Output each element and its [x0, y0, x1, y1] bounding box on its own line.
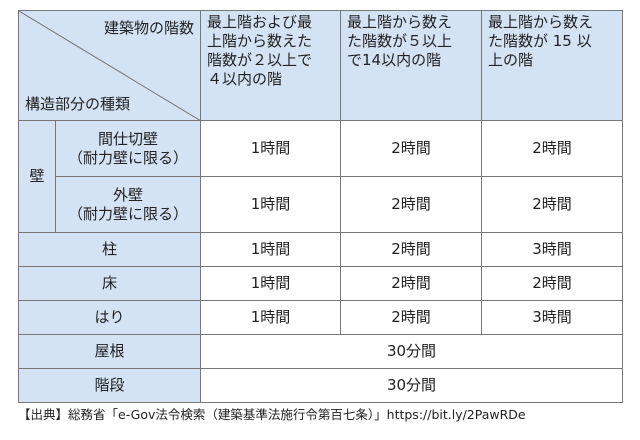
text-line: 間仕切壁 — [97, 129, 158, 148]
body-row: 階段 30分間 — [18, 368, 623, 403]
cell: 30分間 — [200, 368, 623, 403]
body-row: 柱 1時間 2時間 3時間 — [18, 232, 623, 267]
body-row: はり 1時間 2時間 3時間 — [18, 300, 623, 335]
column-header: 最上階および最 上階から数えた 階数が２以上で ４以内の階 — [200, 10, 341, 121]
corner-bottom: 構造部分の種類 — [25, 95, 131, 113]
cell: 2時間 — [481, 120, 623, 177]
cell: 2時間 — [340, 232, 482, 267]
text-line: た階数が５以上 — [347, 32, 453, 50]
body-row: 床 1時間 2時間 2時間 — [18, 266, 623, 301]
row-label: 柱 — [18, 232, 201, 267]
cell: 1時間 — [200, 232, 341, 267]
cell: 3時間 — [481, 300, 623, 335]
cell: 30分間 — [200, 334, 623, 369]
header-row: 建築物の階数 構造部分の種類 最上階および最 上階から数えた 階数が２以上で ４以内の階最… — [18, 10, 623, 121]
body-row: 外壁 （耐力壁に限る） 1時間 2時間 2時間 — [19, 176, 623, 233]
corner-cell: 建築物の階数構造部分の種類 — [18, 10, 201, 121]
body-row: 壁間仕切壁 （耐力壁に限る） 1時間 2時間 2時間 — [18, 120, 623, 233]
body-row: 屋根 30分間 — [18, 334, 623, 369]
cell: 2時間 — [340, 266, 482, 301]
cell: 2時間 — [481, 266, 623, 301]
text-line: 階数が２以上で — [207, 51, 313, 69]
diagonal — [19, 11, 201, 121]
text-line: （耐力壁に限る） — [67, 148, 188, 167]
cell: 2時間 — [340, 300, 482, 335]
group-label: 壁 — [18, 120, 56, 233]
text-line: 最上階から数え — [347, 13, 453, 31]
cell: 1時間 — [200, 300, 341, 335]
column-header: 最上階から数え た階数が 15 以上の階 — [481, 10, 623, 121]
cell: 2時間 — [481, 176, 623, 233]
row-label: 外壁 （耐力壁に限る） — [55, 176, 201, 233]
source: 【出典】総務省「e-Gov法令検索（建築基準法施行令第百七条）」https://… — [18, 407, 526, 422]
row-label: はり — [18, 300, 201, 335]
cell: 2時間 — [340, 120, 482, 177]
text-line: 外壁 — [112, 185, 143, 204]
cell: 2時間 — [340, 176, 482, 233]
cell: 1時間 — [200, 176, 341, 233]
text-line: （耐力壁に限る） — [67, 204, 188, 223]
cell: 3時間 — [481, 232, 623, 267]
row-label: 屋根 — [18, 334, 201, 369]
text-line: た階数が 15 以 — [488, 32, 592, 50]
text-line: で14以内の階 — [347, 51, 442, 69]
text-line: 上階から数えた — [207, 32, 313, 50]
text-line: 最上階および最 — [207, 13, 313, 31]
corner-top: 建築物の階数 — [103, 19, 194, 37]
row-label: 間仕切壁 （耐力壁に限る） — [55, 120, 201, 177]
text-line: ４以内の階 — [207, 70, 283, 88]
text-line: 最上階から数え — [488, 13, 594, 31]
column-header: 最上階から数え た階数が５以上 で14以内の階 — [340, 10, 482, 121]
row-label: 床 — [18, 266, 201, 301]
row-label: 階段 — [18, 368, 201, 403]
cell: 1時間 — [200, 266, 341, 301]
table: 建築物の階数 構造部分の種類 最上階および最 上階から数えた 階数が２以上で ４以内の階最… — [18, 10, 623, 403]
text-line: 上の階 — [488, 51, 534, 69]
cell: 1時間 — [200, 120, 341, 177]
